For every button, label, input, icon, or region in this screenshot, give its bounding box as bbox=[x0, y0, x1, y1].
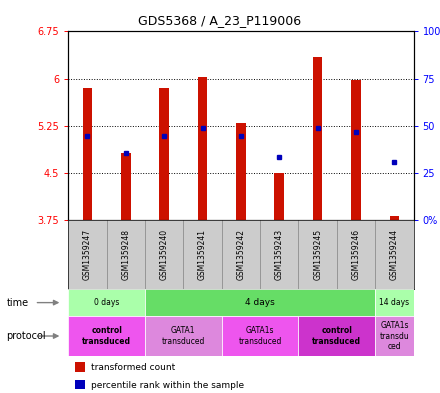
Text: GSM1359243: GSM1359243 bbox=[275, 229, 284, 280]
Text: GSM1359247: GSM1359247 bbox=[83, 229, 92, 280]
Bar bbox=[68, 289, 145, 316]
Text: GATA1
transduced: GATA1 transduced bbox=[161, 326, 205, 346]
Text: GSM1359241: GSM1359241 bbox=[198, 229, 207, 280]
Text: GDS5368 / A_23_P119006: GDS5368 / A_23_P119006 bbox=[139, 14, 301, 27]
Bar bbox=[198, 77, 207, 220]
Text: GSM1359244: GSM1359244 bbox=[390, 229, 399, 280]
Bar bbox=[313, 57, 323, 220]
Bar bbox=[275, 173, 284, 220]
Bar bbox=[83, 88, 92, 220]
Text: time: time bbox=[7, 298, 29, 308]
Text: GATA1s
transduced: GATA1s transduced bbox=[238, 326, 282, 346]
Bar bbox=[145, 289, 375, 316]
Text: GSM1359242: GSM1359242 bbox=[236, 229, 246, 280]
Bar bbox=[222, 316, 298, 356]
Text: GSM1359246: GSM1359246 bbox=[352, 229, 360, 280]
Text: control
transduced: control transduced bbox=[82, 326, 131, 346]
Text: control
transduced: control transduced bbox=[312, 326, 361, 346]
Bar bbox=[236, 123, 246, 220]
Bar bbox=[389, 216, 399, 220]
Bar bbox=[159, 88, 169, 220]
Bar bbox=[75, 380, 85, 389]
Text: protocol: protocol bbox=[7, 331, 46, 341]
Bar bbox=[145, 316, 222, 356]
Bar bbox=[75, 362, 85, 372]
Bar bbox=[68, 316, 145, 356]
Text: percentile rank within the sample: percentile rank within the sample bbox=[91, 381, 244, 390]
Text: GATA1s
transdu
ced: GATA1s transdu ced bbox=[380, 321, 409, 351]
Bar bbox=[121, 153, 131, 220]
Bar bbox=[298, 316, 375, 356]
Text: 4 days: 4 days bbox=[245, 298, 275, 307]
Text: transformed count: transformed count bbox=[91, 363, 175, 372]
Bar bbox=[375, 289, 414, 316]
Text: 0 days: 0 days bbox=[94, 298, 119, 307]
Text: GSM1359240: GSM1359240 bbox=[160, 229, 169, 280]
Text: GSM1359245: GSM1359245 bbox=[313, 229, 322, 280]
Text: 14 days: 14 days bbox=[379, 298, 410, 307]
Bar bbox=[375, 316, 414, 356]
Bar bbox=[351, 81, 361, 220]
Text: GSM1359248: GSM1359248 bbox=[121, 229, 130, 280]
